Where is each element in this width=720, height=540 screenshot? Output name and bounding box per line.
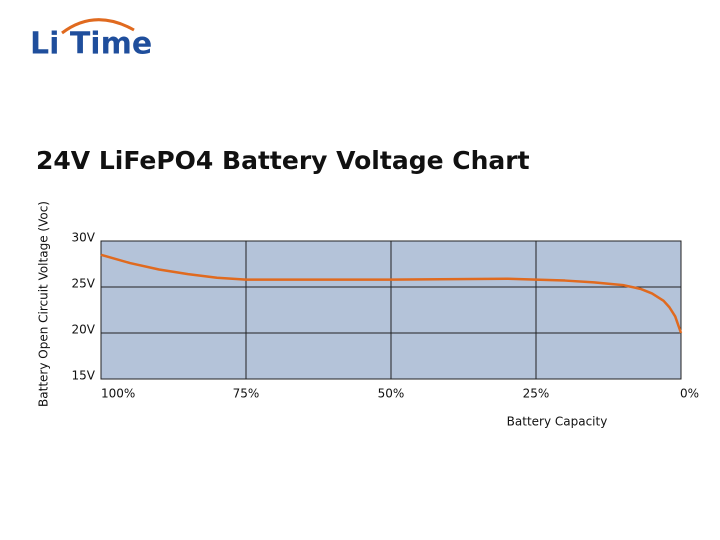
data-line (100, 253, 683, 334)
x-tick-label: 100% (101, 387, 135, 401)
chart-title: 24V LiFePO4 Battery Voltage Chart (36, 146, 530, 175)
x-tick-label: 25% (523, 387, 550, 401)
logo: Li Time (30, 27, 152, 62)
y-axis-label: Battery Open Circuit Voltage (Voc) (37, 201, 51, 407)
x-tick-label: 0% (680, 387, 699, 401)
logo-arc (61, 18, 135, 35)
y-tick-label: 20V (72, 323, 96, 337)
x-axis-label: Battery Capacity (507, 415, 608, 429)
y-tick-label: 15V (72, 369, 96, 383)
x-tick-label: 50% (378, 387, 405, 401)
y-tick-label: 30V (72, 231, 96, 245)
x-tick-label: 75% (233, 387, 260, 401)
y-tick-label: 25V (72, 277, 96, 291)
